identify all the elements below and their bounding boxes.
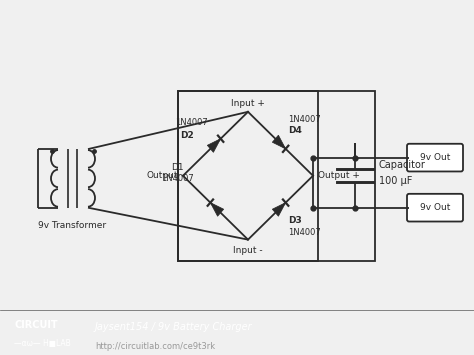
Text: CIRCUIT: CIRCUIT [14, 320, 58, 331]
Text: Input -: Input - [233, 246, 263, 255]
Bar [178, 91, 318, 261]
Text: —αω— H■LAB: —αω— H■LAB [14, 339, 71, 348]
Bar [178, 91, 375, 261]
FancyBboxPatch shape [407, 144, 463, 171]
FancyBboxPatch shape [407, 194, 463, 222]
Text: Output: Output [146, 171, 178, 180]
Text: Jaysent154 / 9v Battery Charger: Jaysent154 / 9v Battery Charger [95, 322, 253, 332]
Text: 1N4007: 1N4007 [289, 228, 321, 237]
Polygon shape [207, 139, 220, 152]
Polygon shape [210, 203, 224, 216]
Text: 100 μF: 100 μF [379, 176, 412, 186]
Text: 9v Out: 9v Out [420, 153, 450, 162]
Text: D3: D3 [289, 216, 302, 225]
Text: http://circuitlab.com/ce9t3rk: http://circuitlab.com/ce9t3rk [95, 342, 215, 351]
Text: D2: D2 [181, 131, 194, 140]
Text: Output +: Output + [318, 171, 360, 180]
Polygon shape [272, 135, 286, 149]
Text: 1N4007: 1N4007 [289, 115, 321, 124]
Text: D1: D1 [171, 163, 183, 172]
Text: 1N4007: 1N4007 [161, 174, 193, 184]
Text: Capacitor: Capacitor [379, 160, 426, 170]
Text: D4: D4 [289, 126, 302, 136]
Text: 9v Transformer: 9v Transformer [38, 221, 106, 230]
Text: Input +: Input + [231, 99, 265, 108]
Polygon shape [272, 203, 286, 216]
Text: 9v Out: 9v Out [420, 203, 450, 212]
Text: 1N4007: 1N4007 [175, 118, 208, 127]
